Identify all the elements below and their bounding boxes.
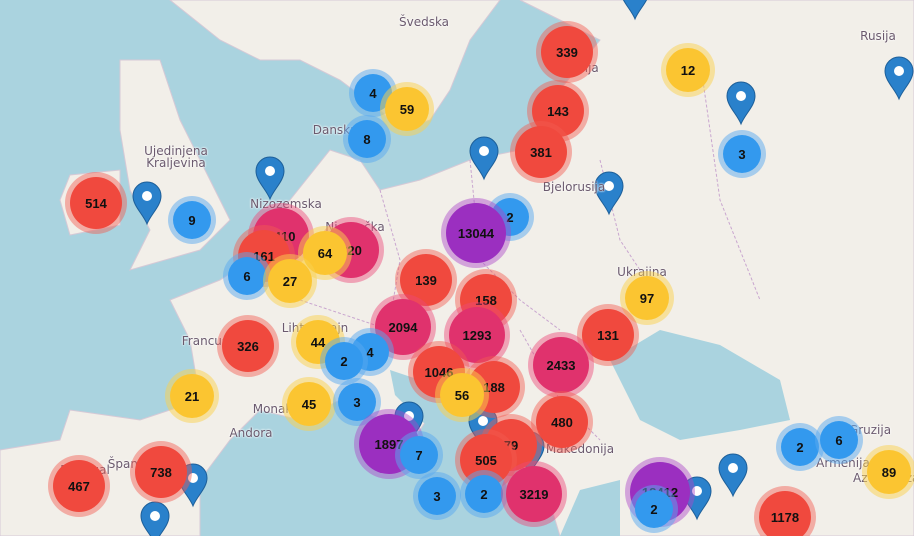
cluster-marker[interactable]: 45 xyxy=(282,377,336,431)
place-label: Nizozemska xyxy=(250,197,322,211)
cluster-marker[interactable]: 3219 xyxy=(501,461,567,527)
pin-marker[interactable] xyxy=(132,181,162,226)
cluster-marker[interactable]: 6 xyxy=(815,416,863,464)
cluster-marker[interactable]: 738 xyxy=(130,441,192,503)
cluster-count: 45 xyxy=(287,382,331,426)
cluster-count: 6 xyxy=(228,257,266,295)
cluster-count: 514 xyxy=(70,177,122,229)
cluster-marker[interactable]: 97 xyxy=(620,271,674,325)
cluster-count: 139 xyxy=(400,254,452,306)
cluster-marker[interactable]: 326 xyxy=(217,315,279,377)
pin-marker[interactable] xyxy=(726,81,756,126)
cluster-marker[interactable]: 27 xyxy=(263,254,317,308)
cluster-count: 12 xyxy=(666,48,710,92)
cluster-count: 8 xyxy=(348,120,386,158)
cluster-count: 381 xyxy=(515,126,567,178)
sea xyxy=(390,370,480,450)
cluster-count: 2 xyxy=(465,475,503,513)
place-label: Bjelorusija xyxy=(542,180,606,194)
cluster-count: 2 xyxy=(781,428,819,466)
cluster-count: 3 xyxy=(418,477,456,515)
cluster-count: 2433 xyxy=(533,337,589,393)
border xyxy=(299,59,761,441)
cluster-count: 56 xyxy=(440,373,484,417)
sea xyxy=(610,330,790,440)
cluster-count: 1178 xyxy=(759,491,811,536)
cluster-marker[interactable]: 467 xyxy=(48,455,110,517)
sea xyxy=(200,420,450,536)
cluster-marker[interactable]: 3 xyxy=(333,378,381,426)
cluster-marker[interactable]: 2433 xyxy=(528,332,594,398)
pin-marker[interactable] xyxy=(621,0,649,21)
pin-marker[interactable] xyxy=(594,171,624,216)
cluster-count: 2 xyxy=(325,342,363,380)
place-label: Andora xyxy=(229,426,273,440)
pin-marker[interactable] xyxy=(884,56,914,101)
cluster-count: 480 xyxy=(536,396,588,448)
place-label: Švedska xyxy=(398,15,450,29)
cluster-marker[interactable]: 505 xyxy=(455,429,517,491)
cluster-marker[interactable]: 8 xyxy=(343,115,391,163)
cluster-count: 97 xyxy=(625,276,669,320)
cluster-marker[interactable]: 9 xyxy=(168,196,216,244)
cluster-marker[interactable]: 21 xyxy=(165,369,219,423)
cluster-marker[interactable]: 143 xyxy=(527,80,589,142)
cluster-count: 3 xyxy=(338,383,376,421)
cluster-marker[interactable]: 59 xyxy=(380,82,434,136)
cluster-marker[interactable]: 89 xyxy=(862,445,914,499)
cluster-marker[interactable]: 7 xyxy=(395,431,443,479)
cluster-count: 3 xyxy=(723,135,761,173)
cluster-marker[interactable]: 339 xyxy=(536,21,598,83)
cluster-marker[interactable]: 3 xyxy=(413,472,461,520)
cluster-count: 13044 xyxy=(446,203,506,263)
cluster-marker[interactable]: 3 xyxy=(718,130,766,178)
cluster-marker[interactable]: 1178 xyxy=(754,486,816,536)
cluster-count: 143 xyxy=(532,85,584,137)
cluster-marker[interactable]: 139 xyxy=(395,249,457,311)
cluster-marker[interactable]: 2 xyxy=(460,470,508,518)
cluster-count: 326 xyxy=(222,320,274,372)
cluster-count: 467 xyxy=(53,460,105,512)
place-label: Ujedinjena Kraljevina xyxy=(144,144,208,170)
pin-marker[interactable] xyxy=(718,453,748,498)
cluster-count: 6 xyxy=(820,421,858,459)
cluster-marker[interactable]: 480 xyxy=(531,391,593,453)
cluster-count: 3219 xyxy=(506,466,562,522)
cluster-marker[interactable]: 2094 xyxy=(370,294,436,360)
cluster-count: 339 xyxy=(541,26,593,78)
cluster-count: 59 xyxy=(385,87,429,131)
cluster-count: 131 xyxy=(582,309,634,361)
cluster-marker[interactable]: 514 xyxy=(65,172,127,234)
cluster-count: 27 xyxy=(268,259,312,303)
cluster-count: 89 xyxy=(867,450,911,494)
cluster-marker[interactable]: 2 xyxy=(630,485,678,533)
pin-marker[interactable] xyxy=(469,136,499,181)
cluster-marker[interactable]: 1897 xyxy=(354,409,424,479)
cluster-marker[interactable]: 12 xyxy=(661,43,715,97)
cluster-count: 21 xyxy=(170,374,214,418)
cluster-count: 9 xyxy=(173,201,211,239)
cluster-marker[interactable]: 56 xyxy=(435,368,489,422)
pin-marker[interactable] xyxy=(140,501,170,536)
cluster-marker[interactable]: 13044 xyxy=(441,198,511,268)
cluster-marker[interactable]: 381 xyxy=(510,121,572,183)
cluster-count: 7 xyxy=(400,436,438,474)
cluster-count: 738 xyxy=(135,446,187,498)
pin-marker[interactable] xyxy=(255,156,285,201)
sea xyxy=(560,480,620,536)
cluster-count: 2 xyxy=(635,490,673,528)
cluster-marker[interactable]: 131 xyxy=(577,304,639,366)
cluster-marker[interactable]: 2 xyxy=(320,337,368,385)
place-label: Rusija xyxy=(860,29,896,43)
